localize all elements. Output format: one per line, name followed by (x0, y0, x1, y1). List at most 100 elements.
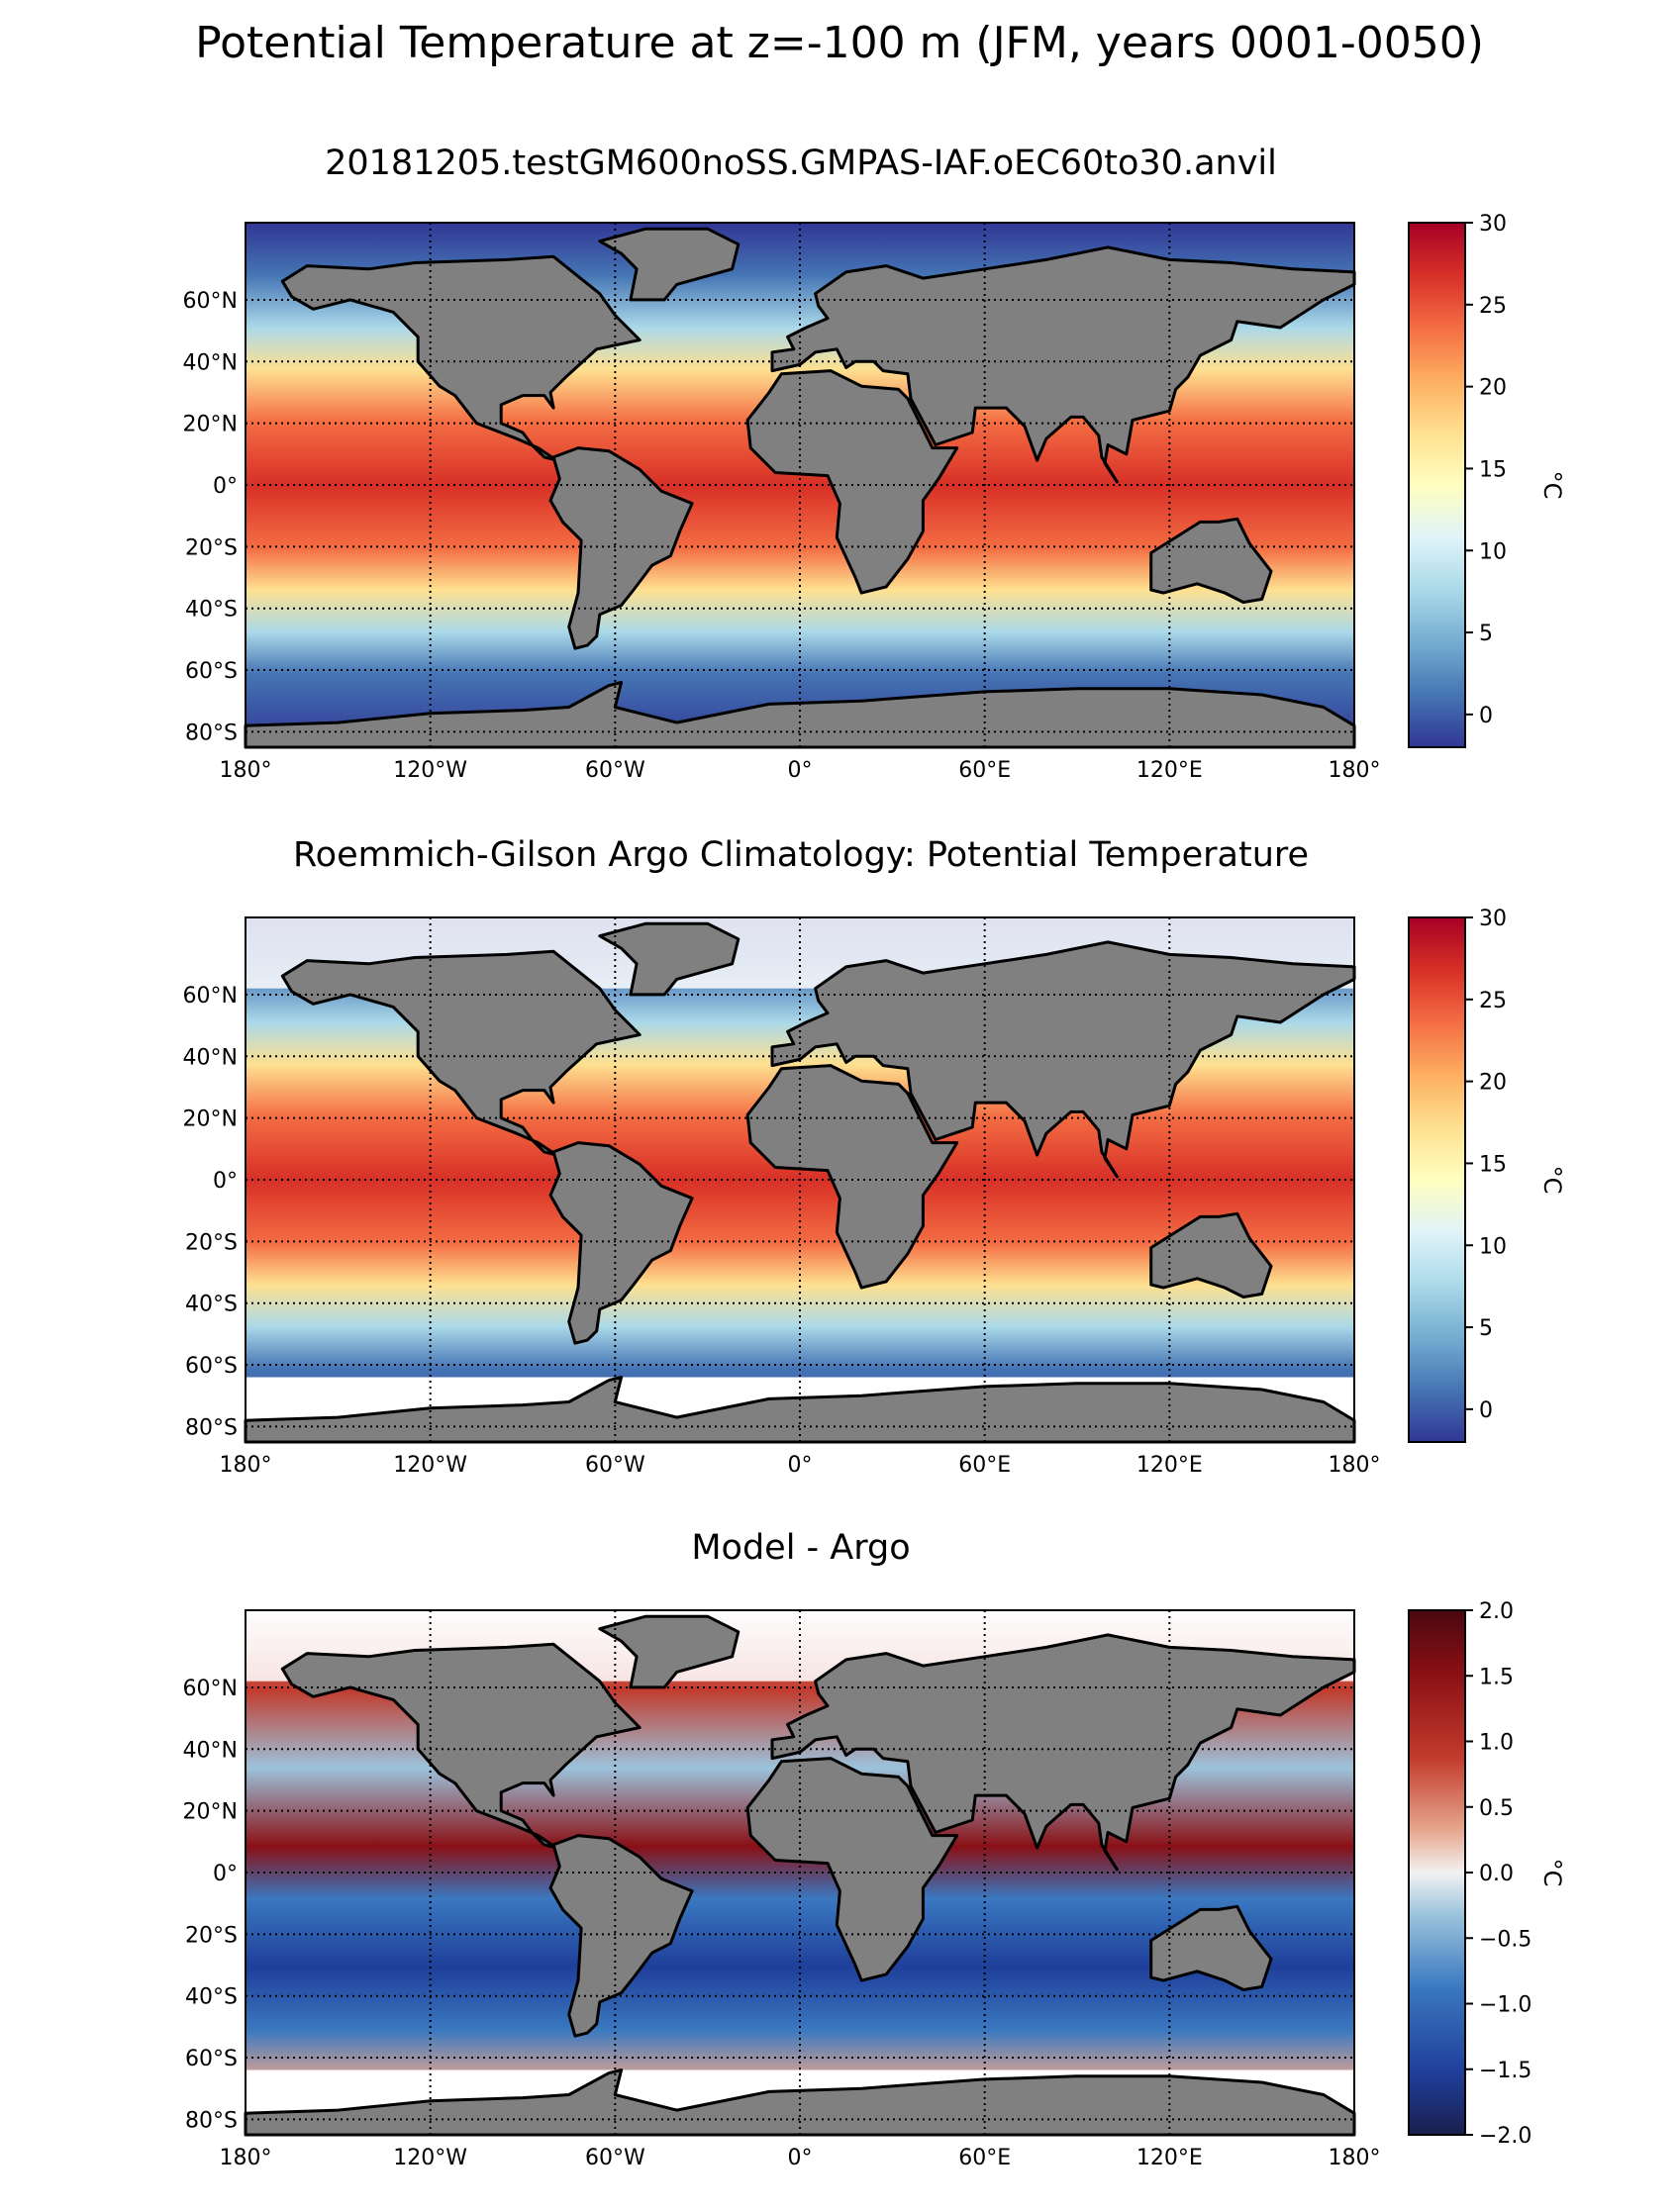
lon-tick-label: 0° (788, 2146, 813, 2170)
colorbar-tick-label: 20 (1479, 376, 1507, 401)
lon-tick-label: 60°E (958, 1453, 1011, 1478)
map-area: 60°N 40°N 20°N 0° 20°S 40°S 60°S 80°S 180° 120°W 6… (183, 916, 1381, 1478)
lat-tick-label: 20°S (185, 535, 238, 560)
lat-tick-label: 60°N (183, 984, 238, 1009)
lon-tick-label: 120°W (393, 758, 467, 783)
lat-tick-label: 20°S (185, 1923, 238, 1948)
lon-tick-label: 120°W (393, 2146, 467, 2170)
colorbar-label: °C (1538, 1859, 1566, 1887)
lat-tick-label: 60°S (185, 2047, 238, 2071)
colorbar: 30 25 20 15 10 5 0 °C (1408, 212, 1566, 748)
colorbar-tick-label: 10 (1479, 1234, 1507, 1259)
lat-tick-label: 80°S (185, 2108, 238, 2133)
lat-tick-label: 20°S (185, 1230, 238, 1255)
colorbar: 30 25 20 15 10 5 0 °C (1408, 907, 1566, 1443)
panel-model: 20181205.testGM600noSS.GMPAS-IAF.oEC60to… (183, 144, 1566, 783)
colorbar-tick-label: −1.5 (1479, 2059, 1531, 2083)
landmass-south-america (548, 446, 694, 650)
colorbar-tick-label: 0 (1479, 704, 1493, 728)
map-frame (245, 1609, 1355, 2136)
lat-tick-label: 40°S (185, 598, 238, 623)
lon-tick-label: 60°W (585, 1453, 645, 1478)
landmass-south-america (548, 1834, 694, 2038)
lon-tick-label: 180° (1329, 2146, 1381, 2170)
panel-title: 20181205.testGM600noSS.GMPAS-IAF.oEC60to… (325, 144, 1277, 183)
colorbar-tick-label: 25 (1479, 294, 1507, 319)
lat-tick-label: 0° (213, 474, 238, 499)
figure-suptitle: Potential Temperature at z=-100 m (JFM, … (195, 18, 1484, 68)
landmass-eurasia (770, 940, 1356, 1179)
lon-tick-label: 60°W (585, 2146, 645, 2170)
panel-title: Model - Argo (691, 1528, 910, 1568)
lat-tick-label: 60°S (185, 1354, 238, 1379)
lat-tick-label: 60°S (185, 659, 238, 684)
lon-tick-label: 120°E (1136, 1453, 1203, 1478)
landmass-greenland (598, 921, 741, 997)
colorbar-tick-label: 20 (1479, 1071, 1507, 1096)
lon-tick-label: 60°E (958, 758, 1011, 783)
lat-tick-label: 20°N (183, 1800, 238, 1825)
lat-tick-label: 40°N (183, 1045, 238, 1070)
colorbar-tick-label: 15 (1479, 1152, 1507, 1177)
lon-tick-label: 60°E (958, 2146, 1011, 2170)
colorbar-scale (1408, 1609, 1466, 2136)
colorbar-tick-label: 1.0 (1479, 1731, 1514, 1756)
colorbar-tick-label: 10 (1479, 539, 1507, 564)
panel-title: Roemmich-Gilson Argo Climatology: Potent… (293, 835, 1309, 875)
lon-tick-label: 180° (220, 1453, 272, 1478)
lat-tick-label: 0° (213, 1862, 238, 1886)
landmass-greenland (598, 227, 741, 302)
colorbar-tick-label: 2.0 (1479, 1599, 1514, 1624)
colorbar: 2.0 1.5 1.0 0.5 0.0 −0.5 −1.0 −1.5 −2.0 °C (1408, 1599, 1566, 2149)
lon-tick-label: 120°E (1136, 758, 1203, 783)
colorbar-label: °C (1538, 1166, 1566, 1195)
lat-tick-label: 60°N (183, 1677, 238, 1701)
lat-tick-label: 60°N (183, 289, 238, 314)
colorbar-tick-label: −2.0 (1479, 2124, 1531, 2149)
map-area: 60°N 40°N 20°N 0° 20°S 40°S 60°S 80°S 180° 120°W 6… (183, 222, 1381, 783)
lon-tick-label: 0° (788, 758, 813, 783)
landmass-south-america (548, 1141, 694, 1345)
landmass-greenland (598, 1614, 741, 1689)
lat-tick-label: 80°S (185, 721, 238, 745)
landmass-eurasia (770, 245, 1356, 484)
lat-tick-label: 40°N (183, 350, 238, 375)
map-frame (245, 222, 1355, 748)
landmass-eurasia (770, 1633, 1356, 1872)
colorbar-tick-label: 25 (1479, 989, 1507, 1013)
colorbar-tick-label: −0.5 (1479, 1927, 1531, 1952)
lat-tick-label: 40°S (185, 1293, 238, 1317)
colorbar-tick-label: −1.0 (1479, 1993, 1531, 2018)
colorbar-tick-label: 5 (1479, 622, 1493, 646)
colorbar-tick-label: 15 (1479, 457, 1507, 482)
colorbar-label: °C (1538, 471, 1566, 500)
lon-tick-label: 180° (1329, 1453, 1381, 1478)
panel-bias: Model - Argo 60°N 40°N 20°N 0° 20°S 40°S 60°S 8… (183, 1528, 1566, 2170)
colorbar-tick-label: 0.5 (1479, 1796, 1514, 1821)
map-area: 60°N 40°N 20°N 0° 20°S 40°S 60°S 80°S 180° 120°W 6… (183, 1609, 1381, 2170)
lat-tick-label: 80°S (185, 1415, 238, 1440)
lon-tick-label: 120°W (393, 1453, 467, 1478)
lat-tick-label: 20°N (183, 413, 238, 437)
lat-tick-label: 40°N (183, 1738, 238, 1763)
lon-tick-label: 0° (788, 1453, 813, 1478)
lat-tick-label: 40°S (185, 1985, 238, 2010)
map-frame (245, 916, 1355, 1443)
colorbar-tick-label: 30 (1479, 212, 1507, 237)
panel-observations: Roemmich-Gilson Argo Climatology: Potent… (183, 835, 1566, 1478)
lon-tick-label: 180° (1329, 758, 1381, 783)
colorbar-scale (1408, 222, 1466, 748)
colorbar-tick-label: 0.0 (1479, 1862, 1514, 1886)
lon-tick-label: 60°W (585, 758, 645, 783)
colorbar-tick-label: 0 (1479, 1398, 1493, 1423)
lat-tick-label: 20°N (183, 1107, 238, 1132)
lon-tick-label: 180° (220, 758, 272, 783)
lon-tick-label: 180° (220, 2146, 272, 2170)
lon-tick-label: 120°E (1136, 2146, 1203, 2170)
colorbar-tick-label: 30 (1479, 907, 1507, 931)
colorbar-tick-label: 1.5 (1479, 1665, 1514, 1689)
colorbar-scale (1408, 916, 1466, 1443)
colorbar-tick-label: 5 (1479, 1316, 1493, 1341)
lat-tick-label: 0° (213, 1169, 238, 1194)
